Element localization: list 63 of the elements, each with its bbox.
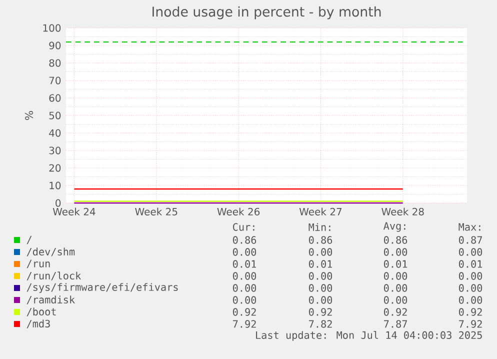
text: 0.00 (232, 284, 256, 292)
text: 0.92 (458, 308, 482, 316)
legend-label: /dev/shm (26, 248, 75, 256)
text: 0.87 (458, 236, 482, 244)
text: 0.00 (308, 248, 332, 256)
x-tick-label: Week 26 (217, 208, 260, 216)
text: 0.00 (308, 272, 332, 280)
legend-label: /run/lock (26, 272, 82, 280)
text: 7.92 (233, 320, 256, 328)
y-tick-label: 20 (49, 164, 61, 172)
text: 0.00 (384, 284, 408, 292)
text: 0.92 (308, 308, 332, 316)
x-tick-label: Week 28 (382, 208, 424, 216)
text: Avg: (384, 222, 406, 232)
y-tick-label: 90 (49, 42, 61, 50)
legend-label: /sys/firmware/efi/efivars (26, 283, 178, 293)
text: 0.86 (384, 236, 408, 244)
x-tick-label: Week 25 (135, 208, 178, 216)
text: 0.00 (458, 284, 482, 292)
text: 0.92 (384, 308, 407, 316)
y-tick-label: 50 (49, 112, 61, 120)
text: 0.00 (384, 272, 408, 280)
text: 0.92 (232, 308, 256, 316)
text: Max: (458, 223, 480, 231)
y-tick-label: 80 (49, 59, 61, 67)
text: 0.01 (308, 260, 332, 268)
text: 0.86 (308, 236, 332, 244)
chart-title: Inode usage in percent - by month (152, 6, 381, 20)
legend-label: /md3 (26, 320, 50, 328)
text: 0.86 (232, 236, 256, 244)
legend-label: /boot (26, 308, 56, 316)
y-tick-label: 0 (56, 199, 61, 207)
text: 0.01 (458, 260, 482, 268)
text: Cur: (233, 223, 254, 231)
text: 0.00 (232, 296, 256, 304)
text: 0.01 (384, 260, 408, 268)
legend-label: / (26, 236, 32, 244)
y-tick-label: 60 (49, 94, 61, 102)
text: 7.92 (459, 320, 482, 328)
text: 0.00 (384, 296, 408, 304)
legend-label: /ramdisk (26, 296, 75, 304)
y-tick-label: 30 (49, 146, 61, 154)
y-axis-title: % (24, 111, 34, 120)
y-tick-label: 40 (49, 129, 61, 137)
text: 0.01 (232, 260, 256, 268)
text: 0.00 (384, 248, 408, 256)
text: 0.00 (308, 284, 332, 292)
y-tick-label: 100 (43, 24, 61, 32)
text: Last update: Mon Jul 14 04:00:03 2025 (256, 331, 482, 341)
text: 0.00 (232, 272, 256, 280)
text: 7.82 (309, 320, 332, 328)
y-tick-label: 10 (50, 182, 61, 190)
x-tick-label: Week 27 (299, 208, 342, 216)
y-tick-label: 70 (49, 76, 61, 84)
text: 0.00 (458, 296, 482, 304)
x-tick-label: Week 24 (52, 208, 96, 216)
text: 7.87 (384, 320, 407, 328)
text: 0.00 (458, 248, 482, 256)
legend-label: /run (26, 260, 50, 268)
text: Min: (308, 223, 330, 231)
text: 0.00 (232, 248, 256, 256)
text: 0.00 (458, 272, 482, 280)
text: 0.00 (308, 296, 332, 304)
